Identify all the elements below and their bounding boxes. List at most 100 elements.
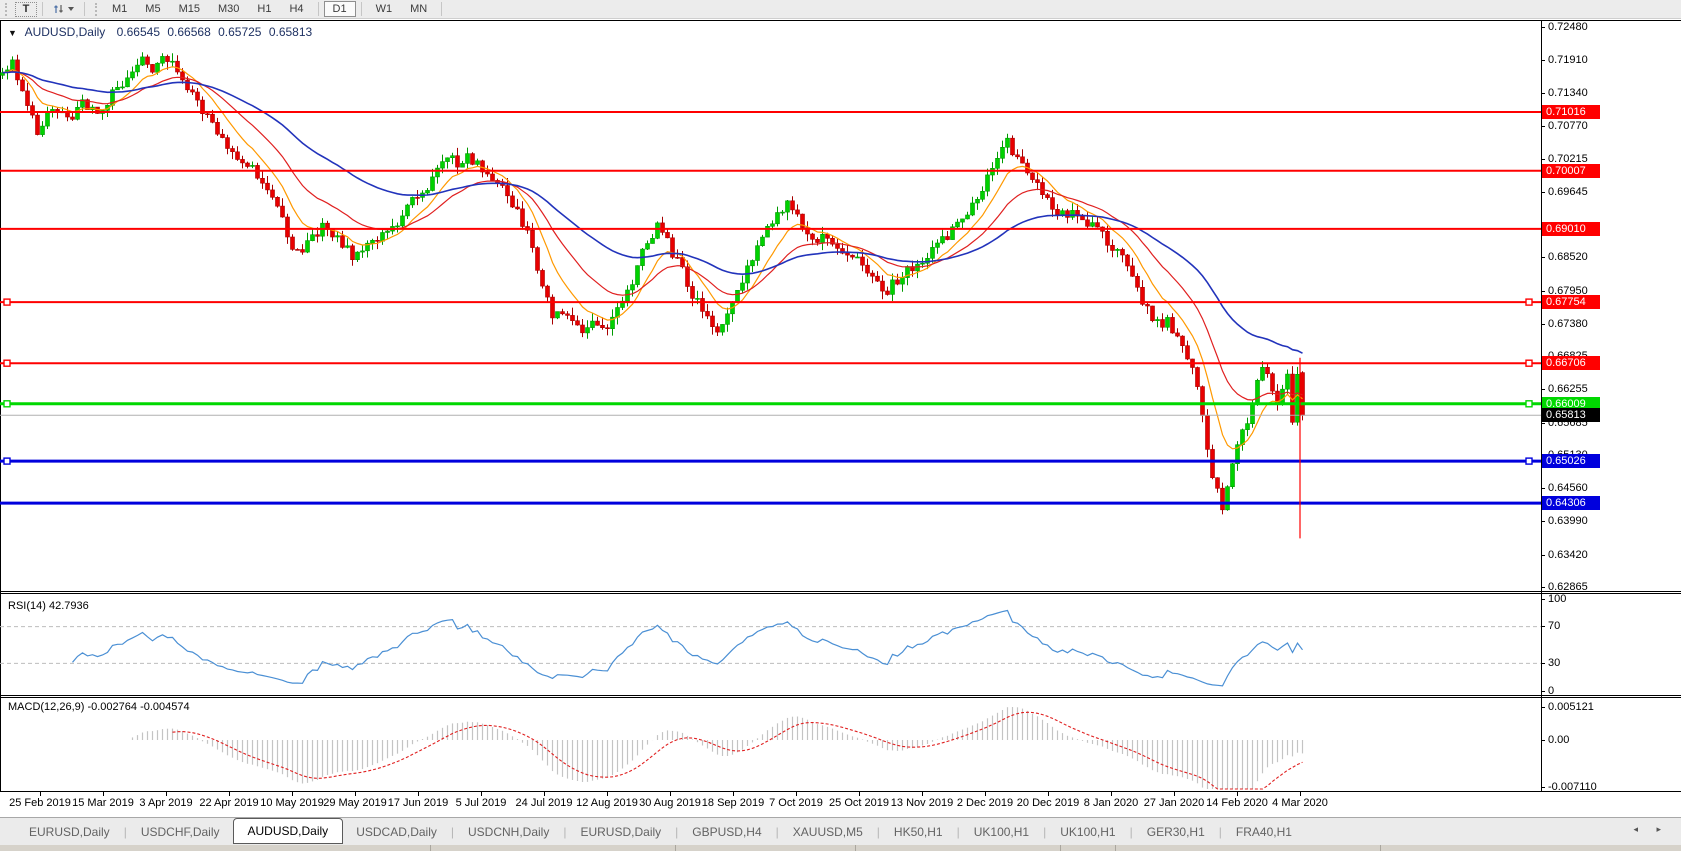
level-price-label-0.64306: 0.64306 — [1542, 496, 1600, 510]
date-axis-tick — [292, 792, 293, 796]
toolbar-grip[interactable] — [5, 2, 10, 16]
date-tick-label: 7 Oct 2019 — [769, 797, 823, 809]
chart-window-top-border — [0, 20, 1681, 21]
price-axis-tick — [1541, 93, 1545, 94]
tab-usdcnh-daily[interactable]: USDCNH,Daily — [468, 824, 550, 839]
macd-axis-tick — [1541, 740, 1545, 741]
tab-separator: | — [123, 824, 127, 839]
timeframe-button-mn[interactable]: MN — [410, 3, 428, 15]
timeframe-button-w1[interactable]: W1 — [375, 3, 393, 15]
line-handle[interactable] — [1525, 298, 1533, 306]
rsi-axis-tick-label: 100 — [1548, 593, 1567, 605]
tab-hk50-h1[interactable]: HK50,H1 — [893, 824, 943, 839]
price-axis-tick-label: 0.69645 — [1548, 186, 1588, 198]
price-panel-bottom-border — [0, 591, 1681, 592]
date-axis-tick — [607, 792, 608, 796]
tab-scroll-arrows[interactable]: ◂ ▸ — [1633, 824, 1669, 834]
date-tick-label: 29 May 2019 — [323, 797, 387, 809]
rsi-axis-tick — [1541, 626, 1545, 627]
tab-usdcad-daily[interactable]: USDCAD,Daily — [356, 824, 437, 839]
date-axis-tick — [985, 792, 986, 796]
tab-uk100-h1[interactable]: UK100,H1 — [973, 824, 1030, 839]
tab-separator: | — [1129, 824, 1133, 839]
level-price-label-0.70007: 0.70007 — [1542, 164, 1600, 178]
price-axis-tick — [1541, 521, 1545, 522]
date-axis-tick — [418, 792, 419, 796]
timeframe-button-h4[interactable]: H4 — [289, 3, 304, 15]
tab-separator: | — [1043, 824, 1047, 839]
macd-axis-tick-label: -0.007110 — [1548, 781, 1597, 793]
date-tick-label: 22 Apr 2019 — [199, 797, 259, 809]
date-axis-tick — [796, 792, 797, 796]
date-axis-tick — [1300, 792, 1301, 796]
price-axis-tick-label: 0.66255 — [1548, 383, 1588, 395]
tab-separator: | — [1218, 824, 1222, 839]
chart-window-left-border — [0, 20, 1, 792]
price-axis-tick-label: 0.71340 — [1548, 87, 1588, 99]
price-axis-tick-label: 0.70215 — [1548, 153, 1588, 165]
date-tick-label: 24 Jul 2019 — [515, 797, 573, 809]
line-handle[interactable] — [3, 298, 11, 306]
tab-gbpusd-h4[interactable]: GBPUSD,H4 — [692, 824, 762, 839]
tab-xauusd-m5[interactable]: XAUUSD,M5 — [792, 824, 863, 839]
timeframe-button-m1[interactable]: M1 — [112, 3, 128, 15]
timeframe-button-m30[interactable]: M30 — [217, 3, 240, 15]
arrange-sort-button[interactable] — [48, 2, 79, 17]
date-tick-label: 30 Aug 2019 — [639, 797, 701, 809]
tab-separator: | — [675, 824, 679, 839]
price-axis-tick-label: 0.71910 — [1548, 54, 1588, 66]
rsi-label: RSI(14) 42.7936 — [8, 600, 89, 612]
line-handle[interactable] — [3, 359, 11, 367]
tab-fra40-h1[interactable]: FRA40,H1 — [1235, 824, 1292, 839]
timeframe-button-d1[interactable]: D1 — [323, 1, 356, 17]
line-handle[interactable] — [1525, 400, 1533, 408]
tab-separator: | — [956, 824, 960, 839]
line-handle[interactable] — [3, 457, 11, 465]
price-axis-tick — [1541, 555, 1545, 556]
rsi-canvas[interactable] — [0, 594, 1541, 695]
tab-usdchf-daily[interactable]: USDCHF,Daily — [140, 824, 220, 839]
macd-axis-tick-label: 0.00 — [1548, 734, 1570, 746]
timeframe-button-m5[interactable]: M5 — [145, 3, 161, 15]
sort-arrows-icon — [54, 5, 63, 13]
toolbar-separator — [84, 2, 85, 16]
macd-canvas[interactable] — [0, 698, 1541, 791]
date-tick-label: 3 Apr 2019 — [139, 797, 193, 809]
price-axis-tick — [1541, 389, 1545, 390]
date-axis-tick — [1237, 792, 1238, 796]
chart-symbol: AUDUSD,Daily — [24, 25, 106, 39]
tab-uk100-h1[interactable]: UK100,H1 — [1060, 824, 1116, 839]
tab-eurusd-daily[interactable]: EURUSD,Daily — [29, 824, 110, 839]
timeframe-button-h1[interactable]: H1 — [257, 3, 272, 15]
price-axis-tick-label: 0.70770 — [1548, 120, 1588, 132]
toolbar-separator — [441, 2, 443, 16]
price-axis-tick — [1541, 27, 1545, 28]
status-strip-notch — [1115, 845, 1116, 851]
symbol-dropdown-icon[interactable]: ▼ — [8, 28, 17, 38]
date-tick-label: 20 Dec 2019 — [1016, 797, 1080, 809]
price-axis-tick-label: 0.68520 — [1548, 251, 1588, 263]
tab-audusd-daily-active[interactable]: AUDUSD,Daily — [232, 817, 344, 844]
status-strip-notch — [675, 845, 676, 851]
line-handle[interactable] — [1525, 457, 1533, 465]
level-price-label-0.66009: 0.66009 — [1542, 397, 1600, 411]
date-tick-label: 17 Jun 2019 — [387, 797, 449, 809]
text-label-tool-button[interactable]: T — [15, 1, 37, 17]
toolbar-grip[interactable] — [95, 2, 100, 16]
date-axis-tick — [544, 792, 545, 796]
tab-eurusd-daily[interactable]: EURUSD,Daily — [580, 824, 662, 839]
price-axis-tick — [1541, 423, 1545, 424]
status-strip-notch — [1060, 845, 1061, 851]
date-axis-tick — [859, 792, 860, 796]
chart-title: ▼ AUDUSD,Daily 0.66545 0.66568 0.65725 0… — [8, 25, 312, 39]
candles — [0, 52, 1305, 515]
tab-ger30-h1[interactable]: GER30,H1 — [1146, 824, 1205, 839]
date-tick-label: 18 Sep 2019 — [701, 797, 765, 809]
price-chart-canvas[interactable] — [0, 21, 1541, 591]
tab-separator: | — [775, 824, 779, 839]
timeframe-button-m15[interactable]: M15 — [178, 3, 200, 15]
level-price-label-0.65026: 0.65026 — [1542, 454, 1600, 468]
toolbar: T M1 M5 M15 M30 H1 H4 D1 W1 MN — [0, 0, 1681, 19]
line-handle[interactable] — [3, 400, 11, 408]
line-handle[interactable] — [1525, 359, 1533, 367]
